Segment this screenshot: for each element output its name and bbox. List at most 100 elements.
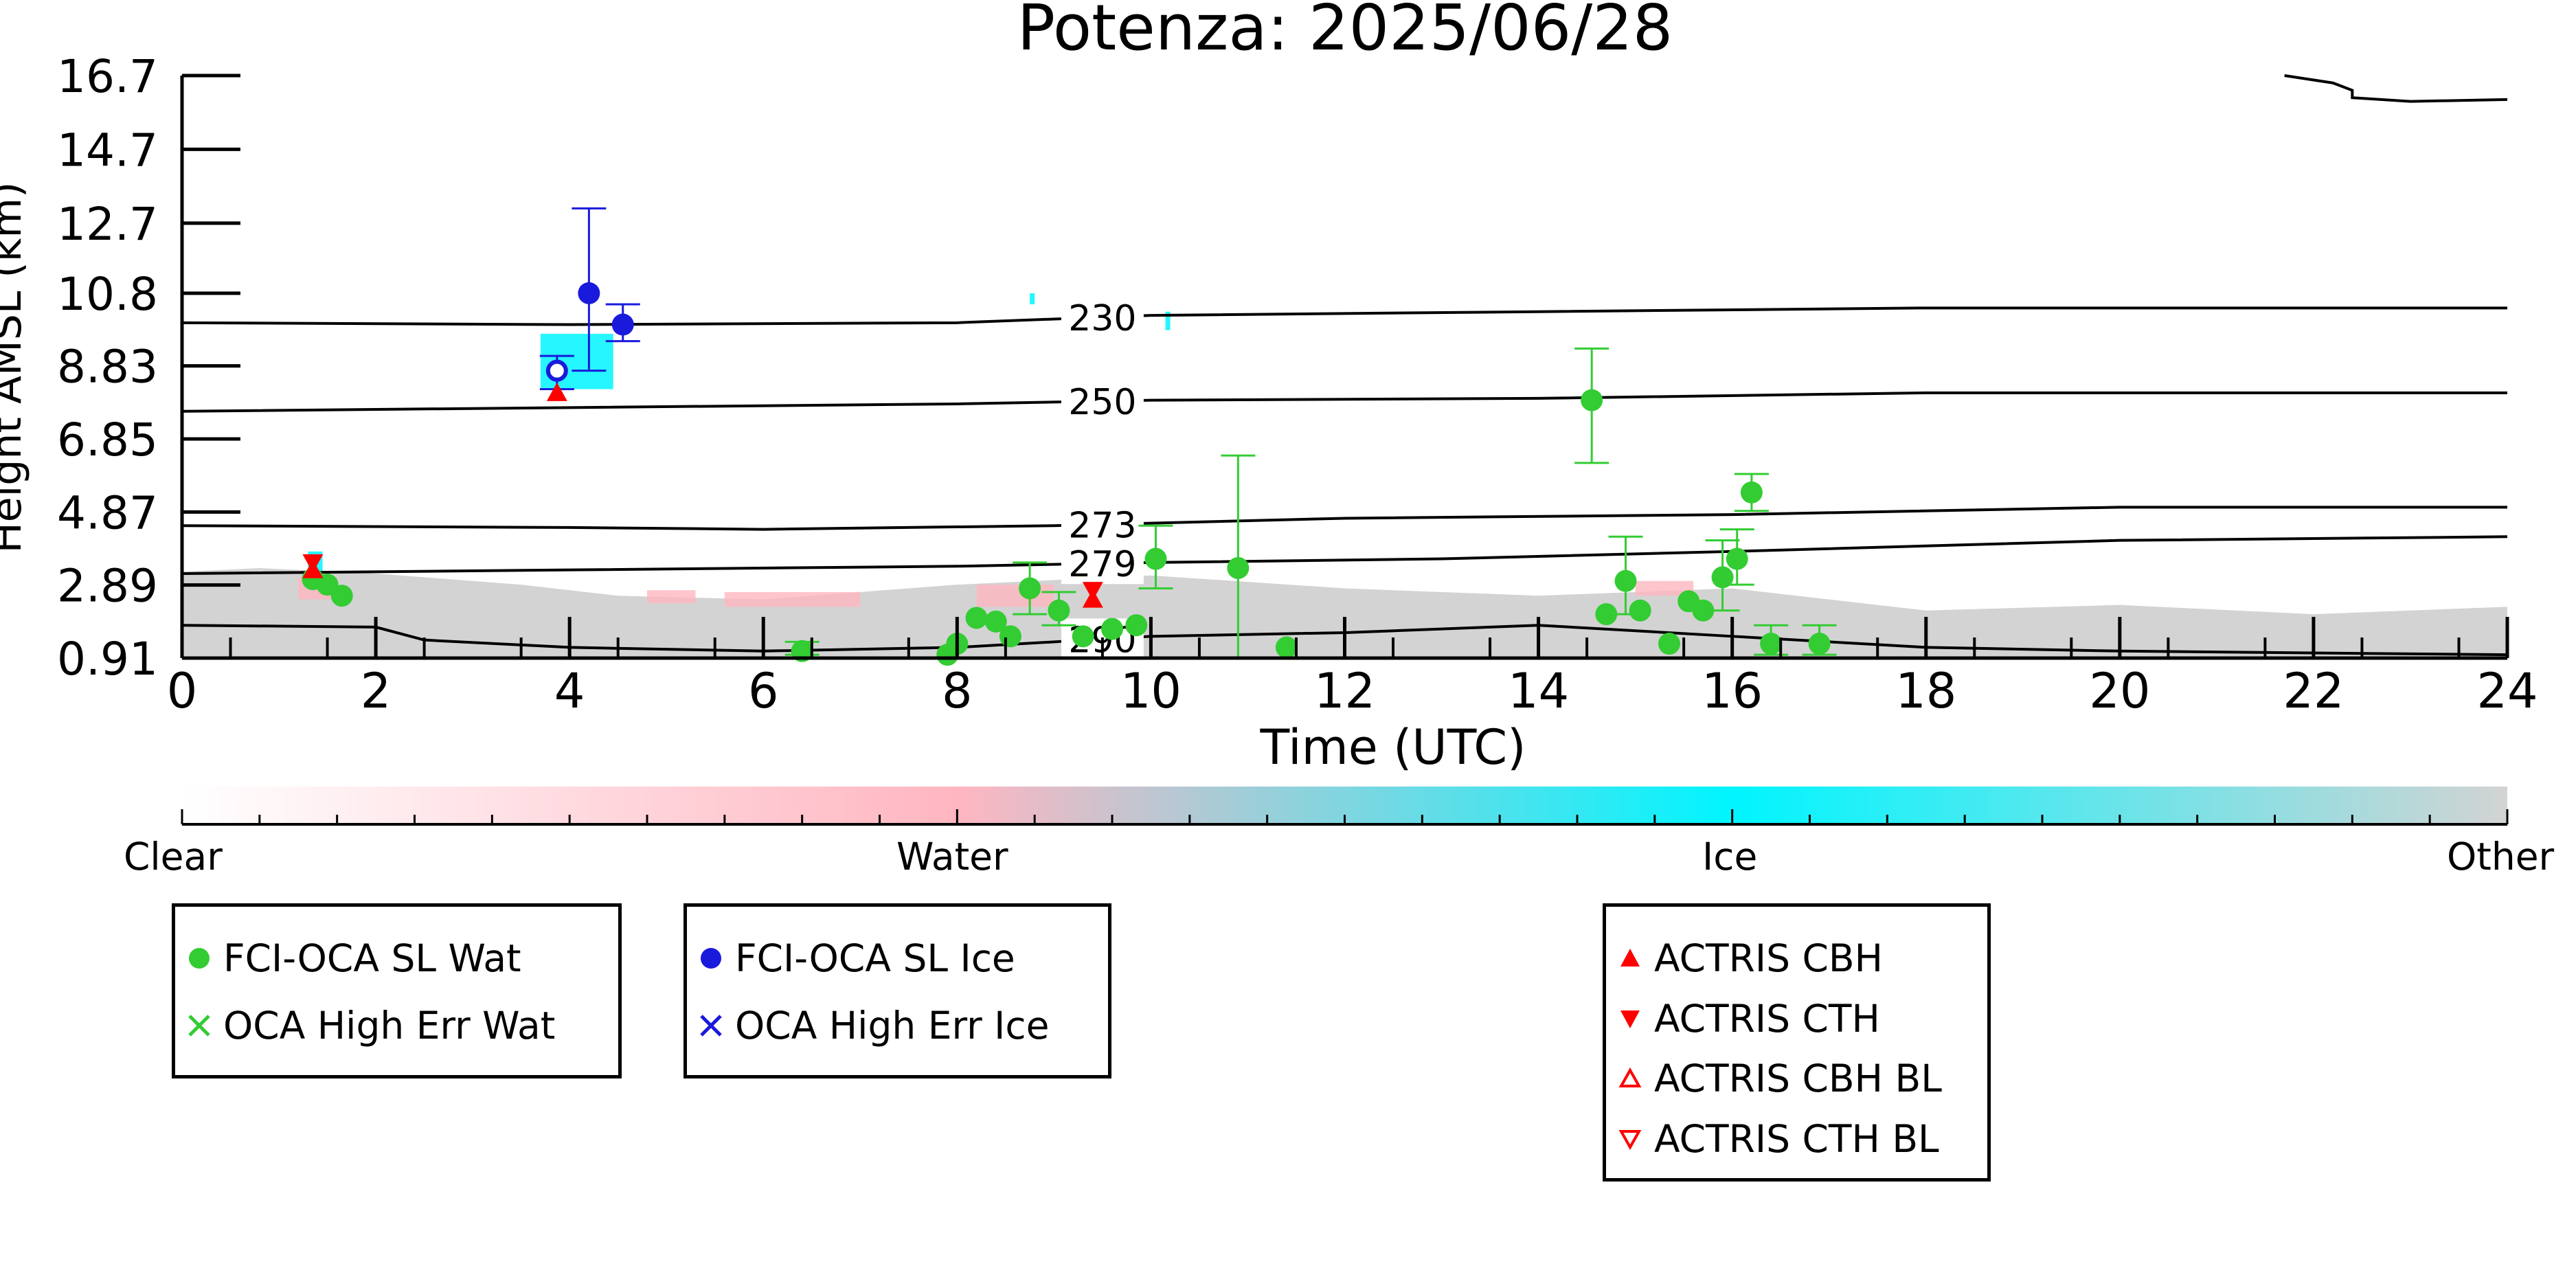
- triangle-up-icon: [1620, 949, 1640, 967]
- x-tick-label: 14: [1508, 663, 1569, 719]
- y-tick-label: 12.7: [57, 198, 158, 251]
- colorbar-label-ice: Ice: [1702, 835, 1758, 879]
- data-point: [302, 554, 324, 573]
- data-point: [1658, 633, 1680, 655]
- data-point: [1125, 614, 1148, 637]
- data-point: [1275, 636, 1298, 659]
- legend-item-actris-cth: ACTRIS CTH: [1606, 997, 1880, 1041]
- contour-label: 279: [1068, 544, 1136, 585]
- contour-label-bg: [1061, 504, 1144, 545]
- y-axis-label: Height AMSL (km): [0, 182, 31, 554]
- data-point: [330, 585, 353, 607]
- contour-line: [181, 535, 2508, 576]
- legend-label: ACTRIS CBH: [1654, 936, 1883, 980]
- triangle-down-outline-icon: [1618, 1130, 1642, 1151]
- water-cloud-region: [976, 585, 1054, 607]
- legend-label: ACTRIS CBH BL: [1654, 1057, 1942, 1100]
- data-point: [1808, 633, 1831, 655]
- legend-item-oca-high-err-ice: OCA High Err Ice: [687, 1004, 1050, 1048]
- data-point: [1101, 618, 1123, 640]
- x-tick-label: 2: [361, 663, 392, 719]
- data-point: [546, 382, 567, 401]
- blue-x-icon: [700, 1015, 722, 1037]
- cloud-mask-layer: [182, 293, 2507, 658]
- data-point: [999, 625, 1021, 648]
- legend-label: ACTRIS CTH: [1654, 997, 1880, 1041]
- colorbar-label-clear: Clear: [124, 835, 223, 879]
- triangle-down-icon: [1620, 1010, 1640, 1028]
- water-cloud-region: [1635, 580, 1694, 596]
- data-point: [1760, 633, 1783, 655]
- data-point: [578, 282, 600, 304]
- x-tick-label: 16: [1702, 663, 1763, 719]
- x-tick-label: 10: [1120, 663, 1182, 719]
- data-point: [1144, 547, 1167, 570]
- data-point: [1082, 582, 1103, 601]
- contour-line: [181, 391, 2507, 413]
- contour-label-bg: [1061, 543, 1144, 585]
- x-tick-label: 8: [942, 663, 973, 719]
- water-cloud-region: [647, 590, 696, 603]
- legend-ice: FCI-OCA SL Ice OCA High Err Ice: [683, 903, 1111, 1078]
- x-tick-label: 6: [748, 663, 779, 719]
- legend-item-fci-oca-sl-wat: FCI-OCA SL Wat: [175, 936, 521, 980]
- data-point: [1019, 577, 1041, 600]
- y-tick-label: 6.85: [57, 414, 158, 466]
- x-tick-label: 22: [2283, 663, 2344, 719]
- legend-item-actris-cth-bl: ACTRIS CTH BL: [1606, 1117, 1939, 1161]
- legend-water: FCI-OCA SL Wat OCA High Err Wat: [172, 903, 622, 1078]
- triangle-up-outline-icon: [1618, 1067, 1642, 1087]
- ice-cloud-region: [1165, 311, 1171, 330]
- data-point: [965, 607, 988, 629]
- colorbar-label-other: Other: [2447, 835, 2555, 879]
- data-point: [1726, 547, 1748, 570]
- legend-label: OCA High Err Ice: [735, 1004, 1050, 1048]
- x-tick-label: 0: [167, 663, 198, 719]
- legend-label: OCA High Err Wat: [223, 1004, 556, 1048]
- ice-cloud-region: [1030, 293, 1035, 304]
- data-point: [611, 313, 634, 336]
- x-tick-label: 18: [1895, 663, 1956, 719]
- contour-line: [181, 306, 2507, 326]
- x-tick-label: 12: [1314, 663, 1375, 719]
- green-x-icon: [188, 1015, 210, 1037]
- legend-item-oca-high-err-wat: OCA High Err Wat: [175, 1004, 556, 1048]
- green-circle-icon: [189, 948, 210, 969]
- data-point: [1227, 556, 1250, 579]
- legend-label: FCI-OCA SL Wat: [223, 936, 521, 980]
- contour-label-bg: [1061, 296, 1144, 338]
- data-point: [545, 359, 568, 382]
- x-axis-label: Time (UTC): [1260, 719, 1526, 776]
- x-tick-label: 4: [554, 663, 585, 719]
- legend-item-actris-cbh-bl: ACTRIS CBH BL: [1606, 1057, 1942, 1100]
- y-tick-label: 14.7: [57, 124, 158, 177]
- legend-actris: ACTRIS CBH ACTRIS CTH ACTRIS CBH BL ACTR…: [1603, 903, 1991, 1182]
- legend-label: ACTRIS CTH BL: [1654, 1117, 1939, 1161]
- y-tick-label: 0.91: [57, 633, 158, 686]
- y-tick-label: 4.87: [57, 486, 158, 539]
- x-tick-label: 20: [2089, 663, 2150, 719]
- contour-label-bg: [1061, 380, 1144, 422]
- y-tick-label: 8.83: [57, 341, 158, 394]
- data-point: [984, 610, 1007, 633]
- data-point: [1692, 599, 1715, 622]
- water-cloud-region: [724, 591, 861, 607]
- data-point: [1629, 599, 1651, 622]
- colorbar-label-water: Water: [896, 835, 1008, 879]
- colorbar-ticks: [181, 809, 2509, 824]
- data-point: [1711, 566, 1734, 589]
- data-point: [1581, 389, 1603, 411]
- data-point: [1595, 603, 1618, 626]
- contour-line: [181, 506, 2507, 531]
- y-tick-label: 10.8: [57, 268, 158, 321]
- contour-label: 230: [1068, 298, 1136, 339]
- y-tick-label: 2.89: [57, 560, 158, 613]
- data-point: [1740, 481, 1763, 504]
- legend-label: FCI-OCA SL Ice: [735, 936, 1015, 980]
- contour-label: 273: [1068, 505, 1136, 546]
- blue-circle-icon: [701, 948, 721, 969]
- legend-item-actris-cbh: ACTRIS CBH: [1606, 936, 1883, 980]
- contour-line: [2284, 74, 2508, 103]
- data-point: [1072, 625, 1094, 648]
